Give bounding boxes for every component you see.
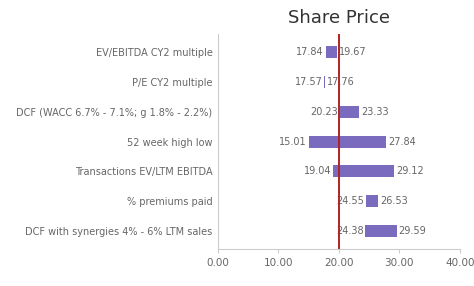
Text: 29.59: 29.59	[399, 226, 427, 236]
Bar	[333, 165, 394, 177]
Text: 24.38: 24.38	[336, 226, 364, 236]
Text: 27.84: 27.84	[388, 137, 416, 146]
Bar	[365, 225, 397, 237]
Bar	[309, 136, 386, 148]
Text: 17.84: 17.84	[296, 47, 324, 57]
Bar	[326, 46, 337, 58]
Text: 23.33: 23.33	[361, 107, 389, 117]
Text: 20.23: 20.23	[311, 107, 338, 117]
Text: 19.67: 19.67	[339, 47, 366, 57]
Bar	[324, 76, 325, 88]
Text: 29.12: 29.12	[396, 166, 424, 176]
Text: 15.01: 15.01	[279, 137, 307, 146]
Text: 17.76: 17.76	[327, 77, 355, 87]
Text: 26.53: 26.53	[380, 196, 408, 206]
Bar	[366, 195, 378, 207]
Text: 24.55: 24.55	[337, 196, 365, 206]
Text: 17.57: 17.57	[294, 77, 322, 87]
Text: 19.04: 19.04	[304, 166, 331, 176]
Bar	[340, 106, 359, 118]
Title: Share Price: Share Price	[288, 9, 390, 27]
